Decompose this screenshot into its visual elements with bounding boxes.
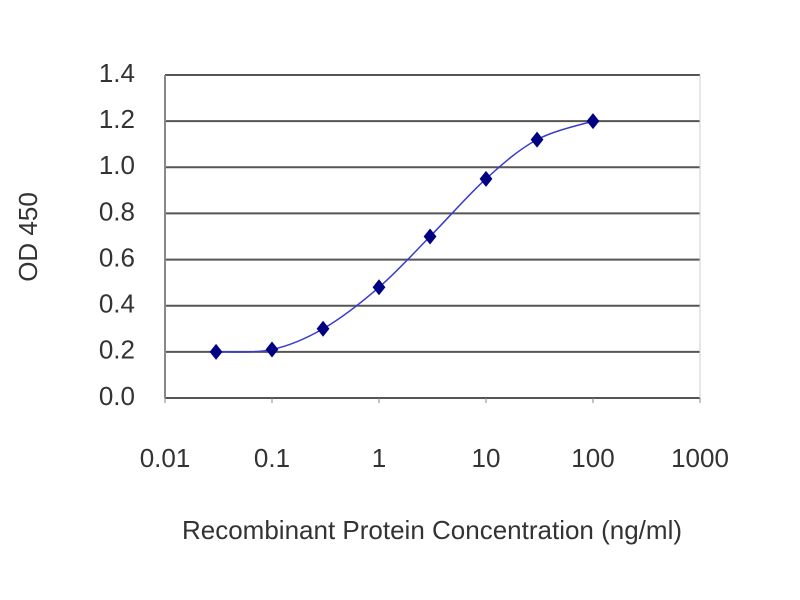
data-point [530, 131, 544, 148]
x-axis-title: Recombinant Protein Concentration (ng/ml… [182, 515, 682, 545]
x-tick-label: 0.1 [254, 443, 290, 473]
x-tick-label: 0.01 [140, 443, 191, 473]
data-point [265, 341, 279, 358]
y-tick-label: 0.8 [99, 196, 135, 226]
data-point [372, 279, 386, 296]
y-tick-label: 0.2 [99, 335, 135, 365]
y-tick-label: 0.6 [99, 242, 135, 272]
x-tick-label: 10 [472, 443, 501, 473]
y-axis-title: OD 450 [13, 192, 43, 282]
data-point [423, 228, 437, 245]
data-point [316, 320, 330, 337]
y-tick-label: 1.4 [99, 58, 135, 88]
x-tick-label: 1 [372, 443, 386, 473]
series-line [216, 120, 594, 353]
x-tick-label: 100 [571, 443, 614, 473]
x-tick-label: 1000 [671, 443, 729, 473]
y-tick-label: 0.0 [99, 381, 135, 411]
data-point [479, 170, 493, 187]
y-tick-label: 1.2 [99, 104, 135, 134]
y-tick-label: 0.4 [99, 289, 135, 319]
data-point [586, 113, 600, 130]
y-tick-label: 1.0 [99, 150, 135, 180]
data-point [209, 343, 223, 360]
